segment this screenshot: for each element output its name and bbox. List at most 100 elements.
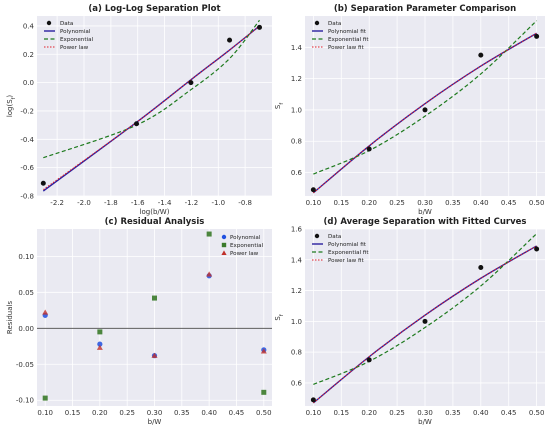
y-tick-label: 1.0 [291, 106, 302, 114]
data-point [310, 187, 316, 193]
residual-point-power-law [206, 271, 213, 277]
y-tick-label: 1.6 [291, 226, 303, 234]
legend-marker [221, 234, 227, 240]
x-tick-label: 0.45 [229, 409, 245, 417]
x-tick-label: 0.50 [256, 409, 272, 417]
data-point [257, 24, 263, 30]
x-tick-label: 0.35 [174, 409, 190, 417]
y-tick-label: 0.8 [291, 349, 302, 357]
y-tick-label: 0.0 [23, 79, 34, 87]
x-tick-label: 0.15 [333, 199, 349, 207]
legend-label: Power law fit [328, 258, 365, 264]
y-tick-label: 1.4 [291, 256, 303, 264]
y-tick-label: -0.10 [16, 397, 34, 405]
y-tick-label: 0.05 [18, 289, 34, 297]
y-tick-label: 0.2 [23, 51, 34, 59]
data-point [366, 146, 372, 152]
x-tick-label: 0.25 [389, 199, 405, 207]
y-axis-label: Sf [274, 314, 285, 320]
legend-label: Exponential [230, 243, 264, 249]
y-tick-label: 1.0 [291, 318, 302, 326]
y-tick-label: 0.00 [18, 325, 34, 333]
legend-marker [314, 233, 320, 239]
x-tick-label: 0.15 [333, 409, 349, 417]
legend-label: Data [328, 234, 341, 240]
x-tick-label: 0.20 [361, 199, 377, 207]
y-tick-label: 0.4 [23, 22, 35, 30]
x-axis-label: b/W [418, 418, 432, 426]
chart-panel-2: 0.10 0.15 0.20 0.25 0.30 0.35 0.40 0.45 0.50 0.6 0… [274, 4, 545, 216]
legend-label: Exponential fit [328, 37, 369, 43]
x-axis-label: b/W [418, 208, 432, 216]
x-tick-label: -1.4 [158, 199, 172, 207]
data-point [188, 80, 194, 86]
x-tick-label: 0.40 [473, 199, 489, 207]
chart-title: (d) Average Separation with Fitted Curve… [324, 217, 527, 227]
residual-point-power-law [151, 352, 158, 358]
y-tick-label: 1.2 [291, 287, 302, 295]
residual-point-exponential [97, 329, 103, 335]
residual-point-exponential [206, 231, 212, 237]
data-point [422, 318, 428, 324]
legend-marker [46, 20, 52, 26]
y-tick-label: -0.8 [20, 193, 34, 201]
y-tick-label: 0.6 [291, 169, 303, 177]
x-tick-label: 0.40 [473, 409, 489, 417]
residual-point-power-law [96, 344, 103, 350]
x-tick-label: 0.50 [529, 409, 545, 417]
data-point [478, 264, 484, 270]
y-axis-label: Sf [274, 103, 285, 109]
x-tick-label: 0.15 [65, 409, 81, 417]
x-tick-label: 0.10 [37, 409, 53, 417]
x-tick-label: -1.6 [131, 199, 145, 207]
x-tick-label: 0.20 [92, 409, 108, 417]
x-tick-label: -2.2 [50, 199, 64, 207]
x-tick-label: -1.0 [211, 199, 225, 207]
chart-panel-4: 0.10 0.15 0.20 0.25 0.30 0.35 0.40 0.45 0.50 0.6 0… [274, 217, 545, 426]
legend-marker [221, 250, 227, 255]
x-tick-label: -1.2 [185, 199, 199, 207]
series-line-power-law-fit [313, 245, 537, 404]
plot-background [37, 16, 272, 196]
data-point [310, 397, 316, 403]
x-axis-label: log(b/W) [140, 208, 170, 216]
residual-point-exponential [42, 395, 48, 401]
y-axis-label: Residuals [6, 301, 14, 335]
chart-title: (b) Separation Parameter Comparison [334, 4, 516, 14]
y-tick-label: -0.6 [20, 164, 34, 172]
x-tick-label: 0.25 [389, 409, 405, 417]
legend-label: Exponential fit [328, 250, 369, 256]
chart-panel-3: 0.10 0.15 0.20 0.25 0.30 0.35 0.40 0.45 0.50 -0.1… [6, 217, 272, 426]
x-tick-label: 0.35 [445, 199, 461, 207]
legend-marker [314, 20, 320, 26]
legend-label: Exponential [60, 37, 94, 43]
x-tick-label: 0.45 [501, 199, 517, 207]
x-axis-label: b/W [148, 418, 162, 426]
residual-point-power-law [260, 348, 267, 354]
legend-label: Power law [230, 251, 259, 257]
x-tick-label: 0.10 [306, 409, 322, 417]
legend-label: Power law [60, 45, 89, 51]
y-tick-label: 0.8 [291, 138, 302, 146]
series-line-exponential-fit [313, 233, 538, 386]
series-line-exponential-fit [313, 20, 538, 175]
x-tick-label: 0.10 [306, 199, 322, 207]
data-point [40, 180, 46, 186]
residual-point-polynomial [97, 341, 103, 347]
y-tick-label: 1.4 [291, 44, 303, 52]
y-tick-label: -0.4 [20, 136, 34, 144]
legend-label: Polynomial [230, 235, 261, 241]
series-line-exponential [43, 19, 260, 159]
residual-point-exponential [152, 295, 157, 301]
x-tick-label: 0.50 [529, 199, 545, 207]
series-line-power-law [43, 25, 260, 191]
legend-label: Data [60, 21, 73, 27]
data-point [534, 33, 540, 39]
x-tick-label: 0.30 [417, 199, 433, 207]
series-line-power-law-fit [313, 32, 537, 194]
y-tick-label: 0.6 [291, 379, 303, 387]
y-tick-label: -0.05 [16, 361, 34, 369]
data-point [422, 107, 428, 113]
chart-title: (a) Log-Log Separation Plot [88, 4, 220, 14]
